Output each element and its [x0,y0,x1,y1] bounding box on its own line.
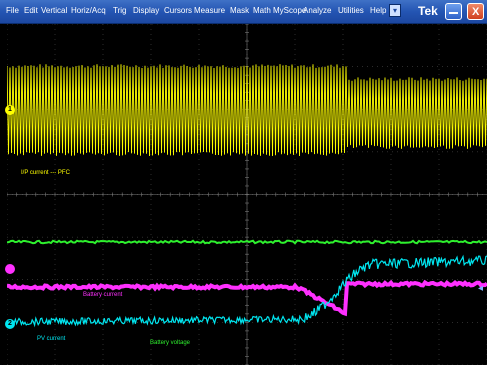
ch4-offset-arrow-icon: ◂ [478,283,484,294]
minimize-button[interactable] [445,3,462,20]
close-button[interactable]: X [467,3,484,20]
brand-logo: Tek [418,4,438,18]
menu-horiz-acq[interactable]: Horiz/Acq [71,6,106,15]
menu-edit[interactable]: Edit [24,6,38,15]
menu-cursors[interactable]: Cursors [164,6,193,15]
ch3-marker[interactable] [5,264,15,274]
waveform-display [7,24,487,365]
menu-vertical[interactable]: Vertical [41,6,68,15]
menu-mask[interactable]: Mask [230,6,250,15]
ch2-label: PV current [37,336,66,342]
menu-help[interactable]: Help [370,6,387,15]
ch1-label: I/P current --- PFC [21,170,70,176]
menu-utilities[interactable]: Utilities [338,6,364,15]
menu-myscope[interactable]: MyScope [273,6,307,15]
ch3-waveform [7,279,487,317]
close-icon: X [472,6,480,18]
ch2-marker[interactable]: 2 [5,319,15,329]
ch3-label: Battery current [83,292,123,298]
menu-trig[interactable]: Trig [113,6,127,15]
dropdown-icon[interactable]: ▾ [389,4,401,17]
ch4-waveform [7,239,487,245]
ch2-waveform [7,254,487,328]
minimize-icon [449,12,458,14]
menu-file[interactable]: File [6,6,19,15]
menu-measure[interactable]: Measure [194,6,226,15]
ch1-waveform [7,64,487,157]
ch4-label: Battery voltage [150,340,191,346]
menu-display[interactable]: Display [133,6,160,15]
ch1-marker[interactable]: 1 [5,105,15,115]
menu-bar: File Edit Vertical Horiz/Acq Trig Displa… [0,0,487,24]
menu-analyze-vis[interactable]: Analyze [303,6,332,15]
menu-math[interactable]: Math [253,6,271,15]
